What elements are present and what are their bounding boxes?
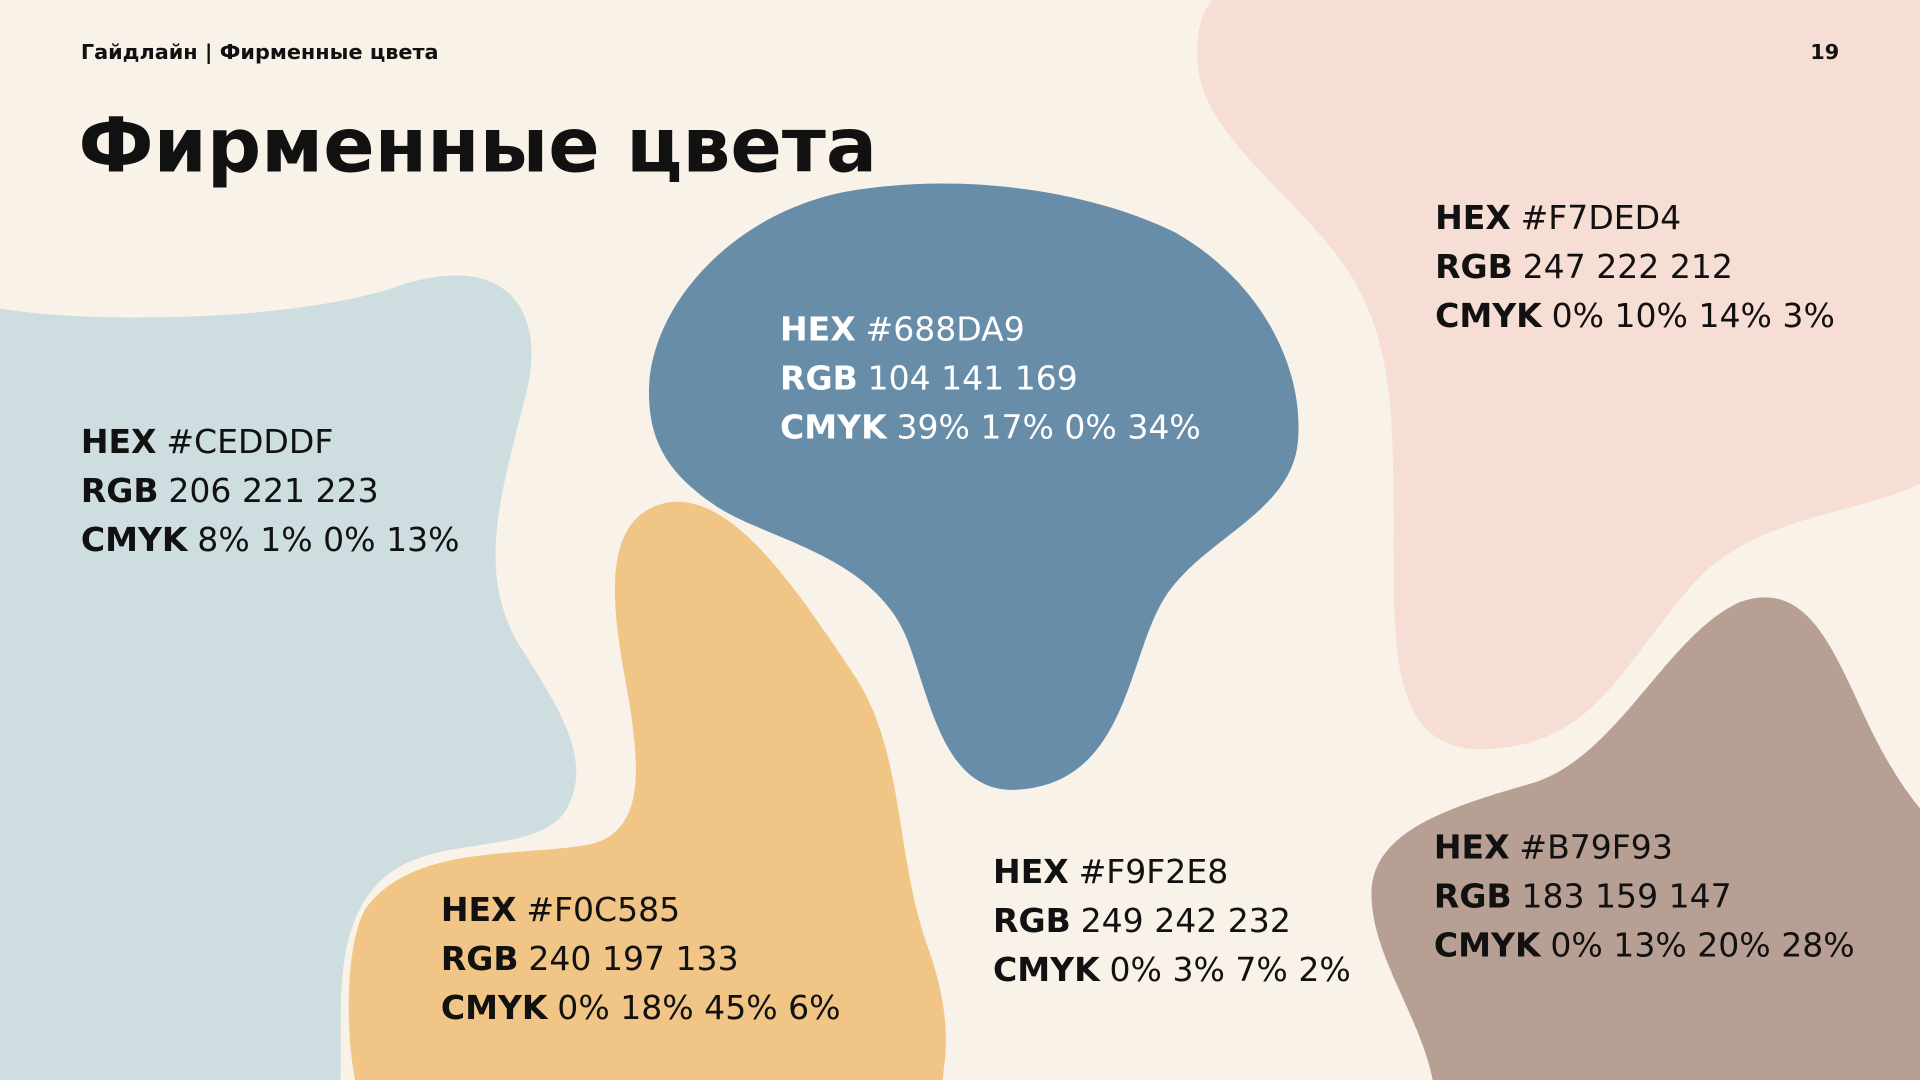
spec-value: 249 242 232: [1081, 901, 1291, 940]
spec-line: RGB 206 221 223: [81, 471, 379, 510]
spec-value: #CEDDDF: [166, 422, 333, 461]
spec-value: 0% 3% 7% 2%: [1110, 950, 1351, 989]
spec-line: HEX #F7DED4: [1435, 198, 1681, 237]
blob-brown: [1371, 597, 1920, 1080]
spec-value: 104 141 169: [868, 358, 1078, 397]
spec-label: HEX: [81, 422, 157, 461]
spec-line: CMYK 0% 10% 14% 3%: [1435, 296, 1835, 335]
spec-label: RGB: [81, 471, 159, 510]
spec-line: RGB 249 242 232: [993, 901, 1291, 940]
spec-label: CMYK: [441, 988, 549, 1027]
spec-label: HEX: [993, 852, 1069, 891]
slide-title: Фирменные цвета: [78, 101, 877, 189]
spec-line: RGB 240 197 133: [441, 939, 739, 978]
spec-line: RGB 183 159 147: [1434, 876, 1732, 915]
spec-value: #F0C585: [526, 890, 680, 929]
spec-value: 0% 10% 14% 3%: [1552, 296, 1835, 335]
spec-value: #B79F93: [1519, 827, 1672, 866]
spec-line: HEX #CEDDDF: [81, 422, 334, 461]
spec-line: HEX #688DA9: [780, 309, 1025, 348]
spec-line: RGB 104 141 169: [780, 358, 1078, 397]
spec-line: CMYK 39% 17% 0% 34%: [780, 407, 1201, 446]
blob-pink: [1197, 0, 1920, 750]
spec-line: CMYK 8% 1% 0% 13%: [81, 520, 460, 559]
spec-line: CMYK 0% 3% 7% 2%: [993, 950, 1351, 989]
spec-label: RGB: [1435, 247, 1513, 286]
spec-label: RGB: [993, 901, 1071, 940]
blob-orange: [348, 501, 946, 1080]
spec-label: CMYK: [81, 520, 189, 559]
page-number: 19: [1810, 40, 1839, 64]
blob-light-blue: [0, 275, 577, 1080]
spec-value: #F7DED4: [1521, 198, 1682, 237]
spec-label: HEX: [780, 309, 856, 348]
spec-label: RGB: [780, 358, 858, 397]
spec-value: 247 222 212: [1523, 247, 1733, 286]
spec-line: CMYK 0% 13% 20% 28%: [1434, 925, 1855, 964]
spec-value: 0% 13% 20% 28%: [1550, 925, 1854, 964]
spec-label: HEX: [1435, 198, 1511, 237]
spec-line: CMYK 0% 18% 45% 6%: [441, 988, 841, 1027]
spec-value: #F9F2E8: [1079, 852, 1229, 891]
spec-label: HEX: [441, 890, 517, 929]
spec-label: CMYK: [780, 407, 888, 446]
blob-blue: [648, 183, 1299, 790]
spec-value: 206 221 223: [168, 471, 378, 510]
spec-line: HEX #B79F93: [1434, 827, 1673, 866]
spec-value: #688DA9: [866, 309, 1025, 348]
spec-value: 183 159 147: [1521, 876, 1731, 915]
spec-label: HEX: [1434, 827, 1510, 866]
spec-value: 8% 1% 0% 13%: [197, 520, 459, 559]
spec-value: 39% 17% 0% 34%: [896, 407, 1200, 446]
breadcrumb: Гайдлайн | Фирменные цвета: [81, 40, 439, 65]
spec-label: RGB: [1434, 876, 1512, 915]
spec-line: HEX #F9F2E8: [993, 852, 1228, 891]
spec-value: 240 197 133: [528, 939, 738, 978]
spec-line: RGB 247 222 212: [1435, 247, 1733, 286]
spec-label: CMYK: [1435, 296, 1543, 335]
spec-value: 0% 18% 45% 6%: [557, 988, 840, 1027]
spec-line: HEX #F0C585: [441, 890, 680, 929]
spec-label: CMYK: [993, 950, 1101, 989]
spec-label: RGB: [441, 939, 519, 978]
spec-label: CMYK: [1434, 925, 1542, 964]
